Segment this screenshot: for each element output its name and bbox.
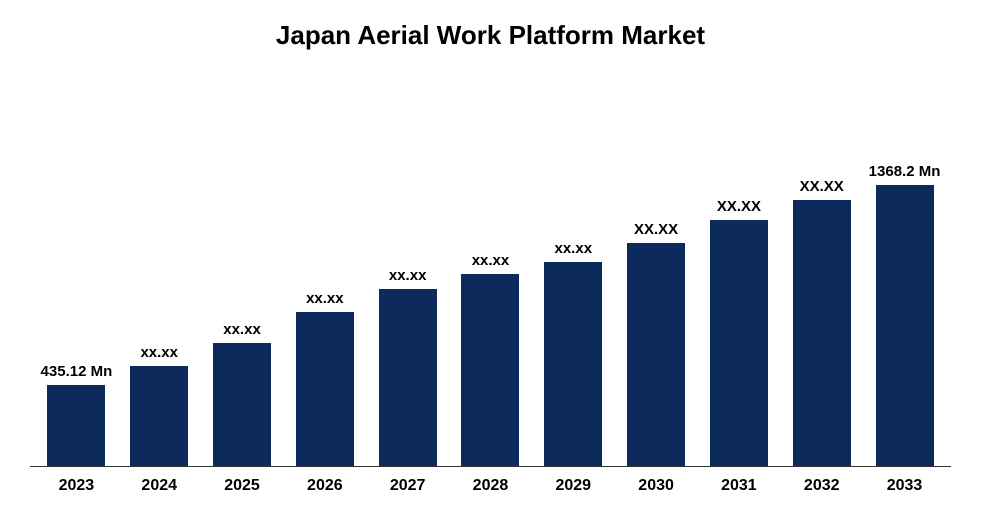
bar-group: xx.xx [118,81,201,466]
bar-group: 1368.2 Mn [863,81,946,466]
bar-value-label: xx.xx [472,252,510,269]
bar [627,243,685,466]
bar [544,262,602,466]
x-axis-label: 2027 [366,477,449,495]
x-axis-label: 2032 [780,477,863,495]
bar [379,289,437,466]
x-axis-label: 2025 [201,477,284,495]
x-axis-label: 2026 [283,477,366,495]
bar [710,220,768,466]
x-axis: 2023202420252026202720282029203020312032… [30,467,951,495]
bar-group: xx.xx [532,81,615,466]
bar [876,185,934,466]
bar-group: 435.12 Mn [35,81,118,466]
bar-group: xx.xx [449,81,532,466]
bar-value-label: XX.XX [717,198,761,215]
x-axis-label: 2031 [698,477,781,495]
x-axis-label: 2029 [532,477,615,495]
bar [461,274,519,467]
plot-area: 435.12 Mn xx.xx xx.xx xx.xx xx.xx xx.xx xx.xx X… [30,81,951,467]
x-axis-label: 2023 [35,477,118,495]
bar-group: xx.xx [283,81,366,466]
bar-group: xx.xx [366,81,449,466]
x-axis-label: 2030 [615,477,698,495]
x-axis-label: 2024 [118,477,201,495]
bar-value-label: 435.12 Mn [41,363,113,380]
bar [213,343,271,466]
bar-value-label: xx.xx [389,267,427,284]
bar-group: xx.xx [201,81,284,466]
bar [793,200,851,466]
bar-value-label: XX.XX [634,221,678,238]
bar [47,385,105,466]
chart-title: Japan Aerial Work Platform Market [30,20,951,51]
bar-group: XX.XX [698,81,781,466]
bar-value-label: xx.xx [306,290,344,307]
bar [130,366,188,466]
x-axis-label: 2033 [863,477,946,495]
chart-container: Japan Aerial Work Platform Market 435.12… [0,0,981,525]
x-axis-label: 2028 [449,477,532,495]
bar-value-label: xx.xx [555,240,593,257]
bar-value-label: xx.xx [140,344,178,361]
bar-group: XX.XX [780,81,863,466]
bar-value-label: 1368.2 Mn [869,163,941,180]
bar-value-label: XX.XX [800,178,844,195]
bar [296,312,354,466]
bar-value-label: xx.xx [223,321,261,338]
bar-group: XX.XX [615,81,698,466]
